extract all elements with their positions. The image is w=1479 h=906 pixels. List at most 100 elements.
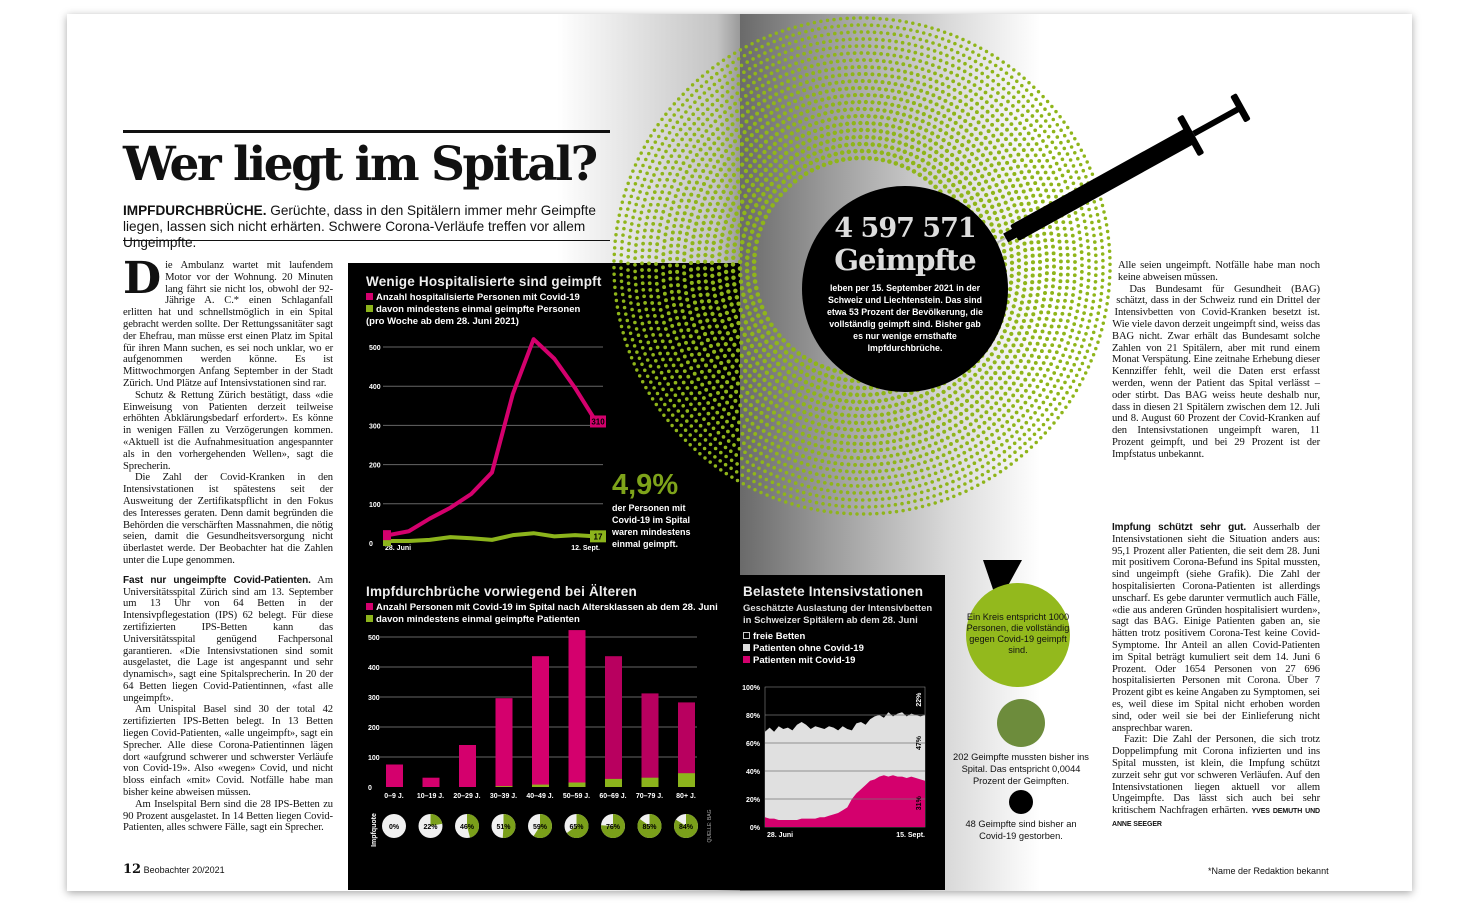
- vaccinated-dot: [989, 386, 994, 391]
- vaccinated-dot: [641, 204, 645, 208]
- vaccinated-dot: [678, 375, 683, 379]
- vaccinated-dot: [739, 63, 744, 68]
- vaccinated-dot: [633, 276, 638, 280]
- vaccinated-dot: [830, 25, 834, 29]
- vaccinated-dot: [715, 173, 720, 178]
- vaccinated-dot: [771, 101, 776, 106]
- vaccinated-dot: [1073, 342, 1077, 347]
- vaccinated-dot: [648, 165, 652, 170]
- vaccinated-dot: [764, 414, 770, 419]
- vaccinated-dot: [668, 270, 673, 275]
- vaccinated-dot: [1009, 331, 1014, 336]
- vaccinated-dot: [661, 357, 665, 362]
- legend-label: Anzahl hospitalisierte Personen mit Covi…: [376, 292, 580, 303]
- vaccinated-dot: [1094, 253, 1098, 258]
- vaccinated-dot: [933, 157, 938, 163]
- vaccinated-dot: [1019, 383, 1024, 388]
- vaccinated-dot: [747, 445, 752, 449]
- vaccinated-dot: [1039, 310, 1044, 315]
- vaccinated-dot: [946, 84, 951, 89]
- vaccinated-dot: [1102, 210, 1106, 214]
- vaccinated-dot: [1058, 115, 1062, 119]
- vaccinated-dot: [996, 223, 1002, 228]
- vaccinated-dot: [1049, 376, 1053, 381]
- vaccinated-dot: [771, 495, 775, 500]
- vaccinated-dot: [681, 403, 686, 408]
- vaccinated-dot: [938, 179, 943, 185]
- vaccinated-dot: [786, 342, 791, 348]
- vaccinated-dot: [777, 413, 782, 418]
- vaccinated-dot: [777, 354, 783, 359]
- vaccinated-dot: [708, 305, 713, 310]
- vaccinated-dot: [986, 444, 991, 448]
- vaccinated-dot: [748, 453, 753, 458]
- vaccinated-dot: [1037, 253, 1042, 258]
- vaccinated-dot: [778, 398, 783, 403]
- vaccinated-dot: [1003, 221, 1008, 226]
- vaccinated-dot: [983, 179, 989, 184]
- vaccinated-dot: [805, 109, 810, 114]
- vaccinated-dot: [612, 252, 617, 257]
- vaccinated-dot: [658, 408, 662, 412]
- vaccinated-dot: [936, 477, 941, 482]
- vaccinated-dot: [1065, 185, 1070, 190]
- vaccinated-dot: [753, 323, 758, 328]
- vaccinated-dot: [805, 462, 810, 467]
- vaccinated-dot: [1002, 432, 1006, 436]
- vaccinated-dot: [627, 325, 631, 329]
- vaccinated-dot: [782, 424, 787, 429]
- vaccinated-dot: [1057, 292, 1061, 297]
- vaccinated-dot: [848, 406, 853, 411]
- vaccinated-dot: [939, 469, 944, 473]
- vaccinated-dot: [769, 110, 774, 115]
- vaccinated-dot: [955, 105, 959, 110]
- vaccinated-dot: [969, 479, 973, 483]
- vaccinated-dot: [1021, 189, 1026, 194]
- vaccinated-dot: [1071, 164, 1076, 168]
- vaccinated-dot: [745, 220, 751, 226]
- vaccinated-dot: [952, 382, 957, 387]
- vaccinated-dot: [712, 152, 717, 157]
- vaccinated-dot: [944, 489, 949, 494]
- vaccinated-dot: [760, 44, 764, 49]
- vaccinated-dot: [790, 404, 795, 409]
- vaccinated-dot: [795, 467, 800, 471]
- vaccinated-dot: [949, 32, 953, 37]
- vaccinated-dot: [868, 58, 873, 63]
- vaccinated-dot: [615, 226, 619, 230]
- vaccinated-dot: [1028, 293, 1033, 298]
- vaccinated-dot: [933, 141, 939, 146]
- vaccinated-dot: [777, 146, 783, 152]
- vaccinated-dot: [731, 60, 735, 65]
- vaccinated-dot: [665, 197, 670, 202]
- deaths-circle: [1009, 790, 1033, 814]
- vaccinated-dot: [786, 101, 792, 106]
- vaccinated-dot: [930, 26, 934, 30]
- vaccinated-dot: [984, 192, 989, 198]
- vaccinated-dot: [1070, 328, 1075, 333]
- vaccinated-dot: [756, 233, 761, 238]
- vaccinated-dot: [763, 214, 769, 220]
- vaccinated-dot: [846, 51, 850, 56]
- vaccinated-dot: [764, 130, 769, 135]
- vaccinated-dot: [655, 184, 659, 188]
- vaccinated-dot: [887, 475, 892, 480]
- vaccinated-dot: [776, 429, 781, 434]
- vaccinated-dot: [900, 494, 905, 499]
- vaccinated-dot: [774, 340, 779, 346]
- vaccinated-dot: [1106, 236, 1111, 240]
- vaccinated-dot: [814, 428, 819, 433]
- rate-label: 65%: [569, 824, 584, 831]
- vaccinated-dot: [826, 438, 831, 443]
- vaccinated-dot: [864, 399, 869, 405]
- vaccinated-dot: [626, 254, 630, 259]
- vaccinated-dot: [709, 267, 715, 272]
- vaccinated-dot: [826, 53, 831, 58]
- vaccinated-dot: [693, 396, 698, 401]
- vaccinated-dot: [893, 417, 898, 422]
- vaccinated-dot: [665, 177, 670, 182]
- vaccinated-dot: [761, 428, 766, 433]
- vaccinated-dot: [1018, 132, 1023, 136]
- vaccinated-dot: [987, 198, 992, 204]
- vaccinated-dot: [1028, 341, 1032, 346]
